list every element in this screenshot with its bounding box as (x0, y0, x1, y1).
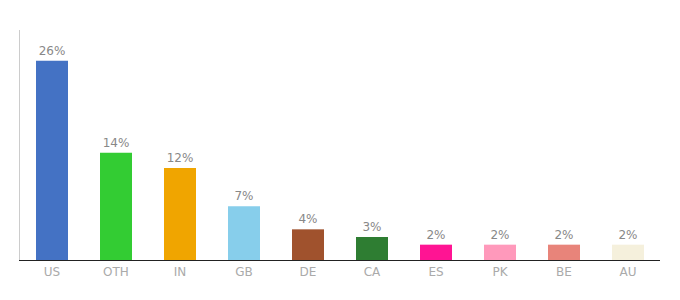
svg-text:DE: DE (300, 265, 317, 279)
svg-text:US: US (44, 265, 60, 279)
svg-text:2%: 2% (426, 228, 445, 242)
svg-text:14%: 14% (103, 136, 130, 150)
svg-text:AU: AU (620, 265, 637, 279)
svg-text:3%: 3% (362, 220, 381, 234)
svg-text:ES: ES (428, 265, 443, 279)
svg-text:26%: 26% (39, 44, 66, 58)
svg-text:2%: 2% (618, 228, 637, 242)
svg-text:OTH: OTH (103, 265, 129, 279)
svg-text:7%: 7% (234, 189, 253, 203)
svg-text:4%: 4% (298, 212, 317, 226)
svg-text:PK: PK (492, 265, 508, 279)
svg-text:2%: 2% (554, 228, 573, 242)
svg-text:GB: GB (235, 265, 253, 279)
svg-text:IN: IN (174, 265, 187, 279)
svg-text:12%: 12% (167, 151, 194, 165)
svg-text:CA: CA (364, 265, 381, 279)
svg-text:BE: BE (556, 265, 572, 279)
svg-text:2%: 2% (490, 228, 509, 242)
